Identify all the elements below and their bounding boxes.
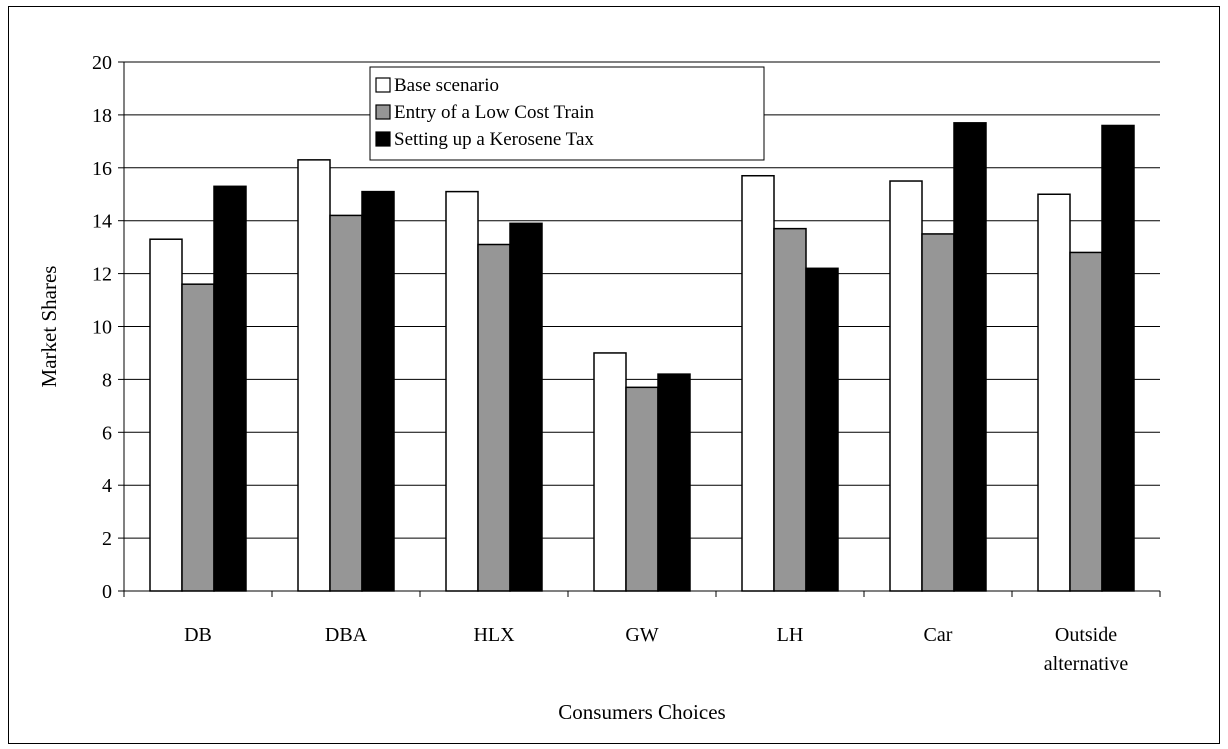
x-tick-label: LH — [777, 624, 804, 646]
legend-label: Setting up a Kerosene Tax — [394, 129, 594, 150]
bar — [298, 160, 330, 591]
y-axis-title: Market Shares — [37, 266, 61, 388]
bar — [626, 387, 658, 591]
bar — [150, 239, 182, 591]
bar — [922, 234, 954, 591]
x-axis-title: Consumers Choices — [558, 700, 725, 724]
y-tick-label: 12 — [92, 264, 112, 286]
bar — [1070, 252, 1102, 591]
bar — [1102, 125, 1134, 591]
legend-label: Base scenario — [394, 75, 499, 96]
bar — [446, 192, 478, 591]
x-tick-label: Outside — [1055, 624, 1117, 646]
y-tick-label: 14 — [92, 211, 112, 233]
x-tick-label: alternative — [1044, 653, 1129, 675]
y-tick-label: 10 — [92, 317, 112, 339]
legend-swatch — [376, 78, 390, 92]
legend-label: Entry of a Low Cost Train — [394, 102, 595, 123]
bars — [150, 123, 1134, 591]
x-tick-label: HLX — [473, 624, 515, 646]
bar — [478, 245, 510, 591]
y-tick-label: 18 — [92, 105, 112, 127]
y-tick-label: 20 — [92, 52, 112, 74]
bar — [182, 284, 214, 591]
y-tick-label: 16 — [92, 158, 112, 180]
legend: Base scenario Entry of a Low Cost Train Se… — [370, 67, 764, 160]
bar — [806, 268, 838, 591]
legend-swatch — [376, 105, 390, 119]
y-tick-label: 2 — [102, 528, 112, 550]
y-tick-label: 8 — [102, 369, 112, 391]
bar — [510, 223, 542, 591]
bar — [658, 374, 690, 591]
bar — [594, 353, 626, 591]
bar — [774, 229, 806, 591]
bar — [214, 186, 246, 591]
bar — [742, 176, 774, 591]
bar — [1038, 194, 1070, 591]
bar — [330, 215, 362, 591]
legend-swatch — [376, 132, 390, 146]
x-tick-label: DBA — [325, 624, 368, 646]
bar — [890, 181, 922, 591]
x-tick-label: Car — [924, 624, 953, 646]
bar — [362, 192, 394, 591]
bar — [954, 123, 986, 591]
y-tick-label: 0 — [102, 581, 112, 603]
y-tick-label: 4 — [102, 475, 112, 497]
x-tick-label: GW — [625, 624, 658, 646]
x-tick-label: DB — [184, 624, 212, 646]
y-tick-label: 6 — [102, 422, 112, 444]
